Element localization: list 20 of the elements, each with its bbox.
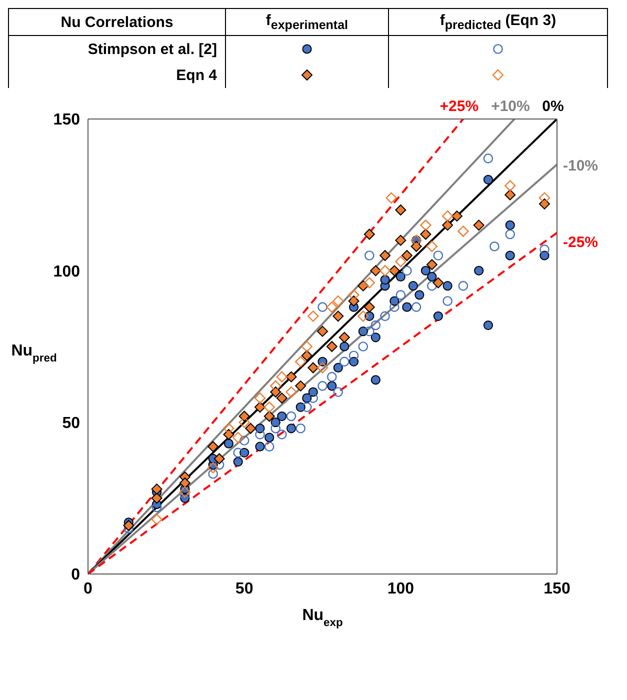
series-label: -10%	[563, 158, 598, 174]
series-label: +25%	[440, 98, 479, 115]
series-label: -25%	[563, 234, 598, 251]
y-tick-label: 50	[62, 415, 80, 432]
y-axis-title: Nu$_{pred}$	[11, 342, 57, 365]
legend-label: Eqn 4	[8, 62, 226, 88]
x-axis-title: Nu$_{exp}$	[302, 607, 343, 629]
text: f$_{experimental}$	[266, 12, 348, 32]
y-tick-label: 100	[53, 263, 80, 280]
series-label: +10%	[491, 98, 530, 115]
legend-label: Stimpson et al. [2]	[8, 36, 226, 62]
x-tick-label: 150	[544, 580, 570, 598]
text: f$_{predicted}$ (Eqn 3)	[440, 12, 556, 32]
y-tick-label: 0	[71, 566, 80, 584]
x-tick-label: 100	[387, 580, 414, 598]
x-tick-label: 50	[235, 580, 254, 598]
x-tick-label: 0	[84, 580, 93, 598]
legend-title: Nu Correlations	[8, 8, 226, 36]
y-tick-label: 150	[53, 112, 80, 129]
series-label: 0%	[542, 98, 564, 115]
